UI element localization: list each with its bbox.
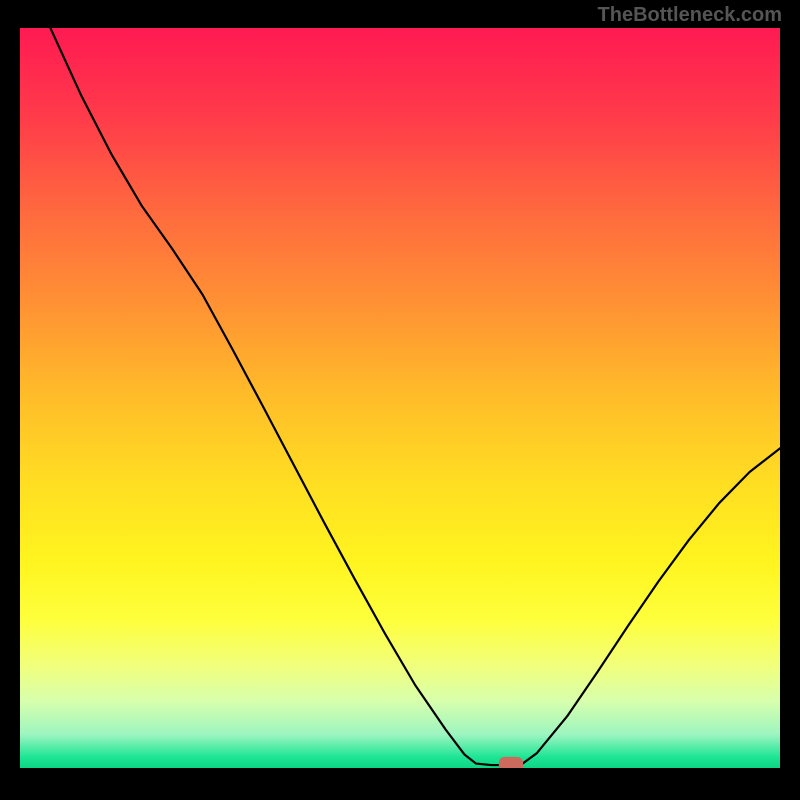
- chart-background-gradient: [20, 28, 780, 768]
- watermark-text: TheBottleneck.com: [598, 4, 782, 27]
- bottleneck-curve-chart: [20, 28, 780, 768]
- minimum-marker: [499, 757, 523, 768]
- chart-plot-area: [20, 28, 780, 768]
